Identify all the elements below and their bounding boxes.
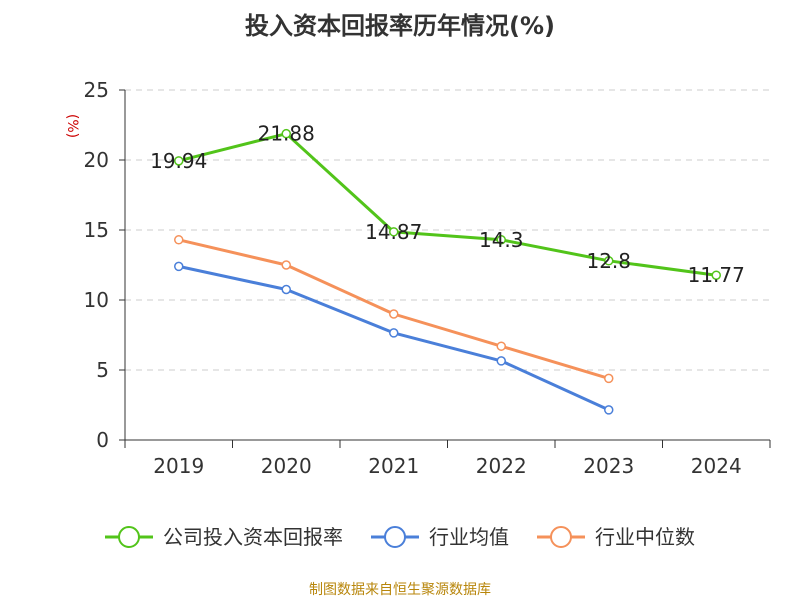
legend-icon-circle-0	[118, 526, 140, 548]
point-s1-2020	[281, 284, 291, 295]
x-tick-label-2023: 2023	[583, 454, 634, 478]
point-s2-2019	[174, 235, 184, 245]
legend-icon-circle-1	[384, 526, 406, 548]
y-tick-label-10: 10	[84, 288, 109, 312]
legend: 公司投入资本回报率 行业均值 行业中位数	[105, 525, 695, 549]
legend-item-1: 行业均值	[371, 525, 509, 549]
point-s0-2023	[604, 256, 614, 266]
x-axis-ticks: 2019 2020 2021 2022 2023 2024	[124, 440, 771, 478]
x-tick-label-2022: 2022	[476, 454, 527, 478]
y-axis-ticks: 0 5 10 15 20 25	[84, 78, 125, 452]
axes	[124, 90, 770, 441]
chart-title: 投入资本回报率历年情况(%)	[245, 12, 555, 40]
point-s0-2020	[281, 128, 291, 139]
data-label-2023: 12.8	[586, 249, 631, 273]
series-line-0	[178, 132, 717, 277]
x-tick-label-2020: 2020	[261, 454, 312, 478]
point-s2-2020	[281, 260, 291, 270]
point-s1-2022	[496, 356, 506, 366]
y-tick-label-5: 5	[96, 358, 109, 382]
series-group	[174, 128, 721, 415]
data-labels: 19.94 21.88 14.87 14.3 12.8 11.77	[150, 122, 745, 288]
point-s0-2021	[389, 227, 399, 237]
point-s1-2023	[604, 405, 614, 415]
point-s1-2019	[174, 261, 184, 272]
series-line-2	[178, 238, 610, 380]
source-note: 制图数据来自恒生聚源数据库	[309, 582, 491, 598]
series-line-1	[178, 264, 610, 412]
legend-item-0: 公司投入资本回报率	[105, 525, 343, 549]
y-axis-unit-label: (%)	[64, 114, 80, 138]
y-tick-label-25: 25	[84, 78, 109, 102]
data-label-2020: 21.88	[258, 122, 315, 146]
point-s2-2022	[496, 341, 506, 351]
y-tick-label-0: 0	[96, 428, 109, 452]
y-tick-label-20: 20	[84, 148, 109, 172]
x-tick-label-2021: 2021	[368, 454, 419, 478]
point-s1-2021	[389, 328, 399, 338]
legend-label-2: 行业中位数	[595, 525, 695, 549]
point-s0-2019	[174, 156, 184, 166]
legend-item-2: 行业中位数	[537, 525, 695, 549]
legend-label-0: 公司投入资本回报率	[163, 525, 343, 549]
point-s2-2021	[389, 309, 399, 319]
legend-label-1: 行业均值	[429, 525, 509, 549]
point-s2-2023	[604, 373, 614, 384]
legend-icon-circle-2	[550, 526, 572, 548]
data-label-2024: 11.77	[688, 263, 745, 287]
gridlines	[125, 89, 770, 371]
point-s0-2024	[711, 270, 721, 280]
x-tick-label-2019: 2019	[153, 454, 204, 478]
x-tick-label-2024: 2024	[691, 454, 742, 478]
point-s0-2022	[496, 235, 506, 245]
y-tick-label-15: 15	[84, 218, 109, 242]
data-label-2019: 19.94	[150, 149, 207, 173]
data-label-2022: 14.3	[479, 228, 524, 252]
data-label-2021: 14.87	[365, 220, 422, 244]
